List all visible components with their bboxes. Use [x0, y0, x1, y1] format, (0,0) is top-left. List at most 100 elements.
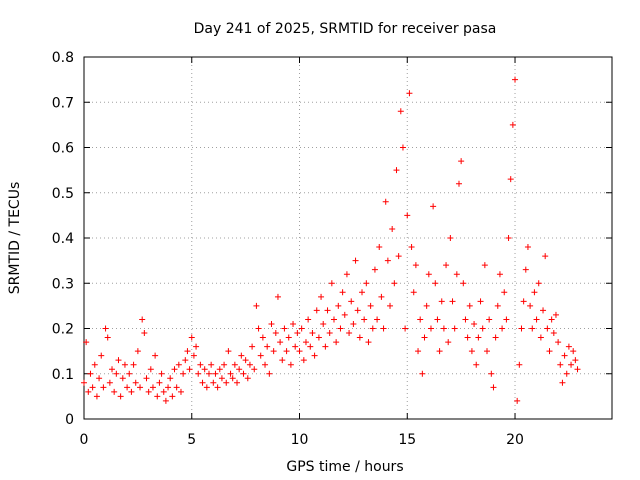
- data-point: [333, 339, 340, 346]
- data-point: [350, 320, 357, 327]
- data-point: [371, 266, 378, 273]
- data-point: [98, 352, 105, 359]
- data-point: [479, 325, 486, 332]
- data-point: [227, 370, 234, 377]
- y-tick-label: 0.8: [52, 50, 74, 66]
- data-point: [305, 316, 312, 323]
- data-point: [481, 262, 488, 269]
- data-point: [212, 370, 219, 377]
- data-point: [419, 370, 426, 377]
- x-tick-label: 0: [80, 432, 89, 448]
- x-tick-label: 20: [506, 432, 524, 448]
- data-point: [268, 320, 275, 327]
- data-point: [346, 330, 353, 337]
- y-axis-label: SRMTID / TECUs: [7, 182, 23, 295]
- data-point: [251, 366, 258, 373]
- data-point: [277, 339, 284, 346]
- data-point: [85, 388, 92, 395]
- data-point: [259, 334, 266, 341]
- data-point: [87, 370, 94, 377]
- data-point: [337, 325, 344, 332]
- data-point: [552, 311, 559, 318]
- data-point: [522, 266, 529, 273]
- data-point: [231, 361, 238, 368]
- data-point: [81, 379, 87, 386]
- data-point: [322, 343, 329, 350]
- data-point: [402, 325, 409, 332]
- data-point: [335, 302, 342, 309]
- data-point: [417, 316, 424, 323]
- data-point: [393, 167, 400, 174]
- data-point: [423, 302, 430, 309]
- data-point: [449, 298, 456, 305]
- data-point: [100, 384, 107, 391]
- y-tick-label: 0.2: [52, 322, 74, 338]
- data-point: [311, 352, 318, 359]
- data-point: [512, 76, 519, 83]
- data-point: [440, 325, 447, 332]
- data-point: [190, 352, 197, 359]
- data-point: [111, 388, 118, 395]
- data-point: [339, 289, 346, 296]
- data-point: [205, 370, 212, 377]
- x-tick-label: 10: [291, 432, 309, 448]
- data-point: [318, 293, 325, 300]
- data-point: [218, 375, 225, 382]
- data-point: [430, 203, 437, 210]
- data-point: [475, 334, 482, 341]
- data-point: [542, 253, 549, 260]
- y-tick-label: 0.1: [52, 367, 74, 383]
- data-point: [130, 361, 137, 368]
- data-point: [574, 366, 581, 373]
- grid-lines: [84, 57, 612, 419]
- data-point: [199, 379, 206, 386]
- data-point: [509, 121, 516, 128]
- data-point: [126, 370, 133, 377]
- data-point: [225, 348, 232, 355]
- data-point: [128, 388, 135, 395]
- x-axis-label: GPS time / hours: [286, 459, 403, 475]
- data-point: [412, 262, 419, 269]
- data-point: [374, 316, 381, 323]
- data-point: [427, 325, 434, 332]
- data-point: [535, 280, 542, 287]
- data-point: [83, 339, 90, 346]
- data-point: [557, 361, 564, 368]
- data-point: [156, 379, 163, 386]
- data-point: [307, 343, 314, 350]
- data-point: [315, 334, 322, 341]
- data-point: [486, 316, 493, 323]
- data-point: [124, 384, 131, 391]
- data-point: [240, 370, 247, 377]
- data-point: [503, 316, 510, 323]
- data-point: [455, 180, 462, 187]
- data-point: [363, 280, 370, 287]
- data-point: [160, 388, 167, 395]
- data-point: [395, 253, 402, 260]
- data-point: [356, 334, 363, 341]
- data-point: [91, 361, 98, 368]
- data-point: [391, 280, 398, 287]
- data-point: [464, 334, 471, 341]
- data-point: [326, 330, 333, 337]
- data-point: [496, 271, 503, 278]
- data-point: [143, 375, 150, 382]
- data-point: [298, 325, 305, 332]
- data-point: [193, 343, 200, 350]
- data-point: [244, 375, 251, 382]
- data-point: [378, 293, 385, 300]
- data-point: [117, 393, 124, 400]
- data-point: [369, 325, 376, 332]
- data-point: [565, 343, 572, 350]
- data-point: [328, 280, 335, 287]
- data-point: [102, 325, 109, 332]
- data-point: [134, 348, 141, 355]
- data-point: [546, 348, 553, 355]
- data-point: [203, 384, 210, 391]
- data-point: [162, 397, 169, 404]
- data-point: [453, 271, 460, 278]
- data-point: [544, 325, 551, 332]
- data-point: [302, 339, 309, 346]
- data-point: [145, 388, 152, 395]
- data-point: [173, 384, 180, 391]
